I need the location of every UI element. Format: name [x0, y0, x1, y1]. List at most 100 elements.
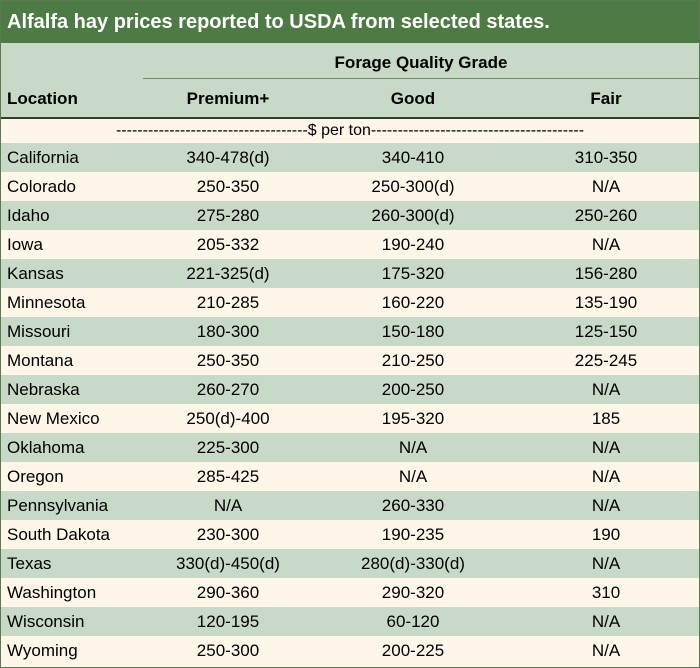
good-cell: 250-300(d): [371, 176, 455, 196]
fair-cell: N/A: [591, 176, 621, 196]
premium-cell: 250-300: [196, 640, 260, 660]
table-row: Pennsylvania N/A 260-330 N/A: [1, 491, 699, 520]
premium-cell: 230-300: [196, 524, 260, 544]
location-cell: Montana: [7, 350, 74, 370]
good-cell: 195-320: [381, 408, 445, 428]
table-row: Texas 330(d)-450(d) 280(d)-330(d) N/A: [1, 549, 699, 578]
good-cell: 200-250: [381, 379, 445, 399]
table-row: Colorado 250-350 250-300(d) N/A: [1, 172, 699, 201]
good-cell: 175-320: [381, 263, 445, 283]
good-cell: 160-220: [381, 292, 445, 312]
location-cell: Kansas: [7, 263, 64, 283]
header-bottom-rule: [1, 117, 699, 119]
premium-cell: 340-478(d): [186, 147, 270, 167]
forage-quality-grade-header: Forage Quality Grade: [334, 53, 508, 72]
good-column-header: Good: [390, 89, 436, 108]
location-cell: Texas: [7, 553, 52, 573]
table-row: Iowa 205-332 190-240 N/A: [1, 230, 699, 259]
location-cell: Oklahoma: [7, 437, 85, 457]
table-body: California 340-478(d) 340-410 310-350 Colora…: [1, 143, 699, 665]
table-row: Idaho 275-280 260-300(d) 250-260: [1, 201, 699, 230]
location-cell: Oregon: [7, 466, 64, 486]
premium-cell: 250-350: [196, 176, 260, 196]
good-cell: 150-180: [381, 321, 445, 341]
table-row: Wisconsin 120-195 60-120 N/A: [1, 607, 699, 636]
table-row: New Mexico 250(d)-400 195-320 185: [1, 404, 699, 433]
location-cell: South Dakota: [7, 524, 111, 544]
fair-cell: N/A: [591, 553, 621, 573]
fair-cell: N/A: [591, 466, 621, 486]
header-divider: [143, 78, 699, 79]
table-header: [1, 43, 699, 117]
fair-cell: 190: [591, 524, 621, 544]
premium-cell: 180-300: [196, 321, 260, 341]
table-row: Wyoming 250-300 200-225 N/A: [1, 636, 699, 665]
units-dashes-left: ------------------------------------: [115, 122, 308, 139]
table-row: Nebraska 260-270 200-250 N/A: [1, 375, 699, 404]
fair-cell: 250-260: [574, 205, 638, 225]
table-row: Oregon 285-425 N/A N/A: [1, 462, 699, 491]
fair-cell: 156-280: [574, 263, 638, 283]
table-row: South Dakota 230-300 190-235 190: [1, 520, 699, 549]
table-row: Montana 250-350 210-250 225-245: [1, 346, 699, 375]
location-cell: Pennsylvania: [7, 495, 109, 515]
table-row: Kansas 221-325(d) 175-320 156-280: [1, 259, 699, 288]
table-row: Washington 290-360 290-320 310: [1, 578, 699, 607]
fair-cell: N/A: [591, 640, 621, 660]
good-cell: 280(d)-330(d): [361, 553, 465, 573]
fair-cell: N/A: [591, 234, 621, 254]
good-cell: 260-300(d): [371, 205, 455, 225]
premium-cell: N/A: [213, 495, 243, 515]
units-dashes-right: ----------------------------------------: [370, 122, 585, 139]
table-row: Missouri 180-300 150-180 125-150: [1, 317, 699, 346]
fair-column-header: Fair: [590, 89, 622, 108]
table-row: California 340-478(d) 340-410 310-350: [1, 143, 699, 172]
fair-cell: 310: [591, 582, 621, 602]
premium-cell: 250(d)-400: [186, 408, 270, 428]
fair-cell: 185: [591, 408, 621, 428]
table-title: Alfalfa hay prices reported to USDA from…: [1, 1, 699, 43]
good-cell: N/A: [398, 437, 428, 457]
good-cell: N/A: [398, 466, 428, 486]
location-cell: Colorado: [7, 176, 76, 196]
fair-cell: 135-190: [574, 292, 638, 312]
location-cell: Nebraska: [7, 379, 80, 399]
location-cell: Idaho: [7, 205, 50, 225]
good-cell: 60-120: [386, 611, 440, 631]
good-cell: 190-235: [381, 524, 445, 544]
table-row: Oklahoma 225-300 N/A N/A: [1, 433, 699, 462]
fair-cell: N/A: [591, 611, 621, 631]
premium-cell: 275-280: [196, 205, 260, 225]
premium-cell: 205-332: [196, 234, 260, 254]
premium-cell: 250-350: [196, 350, 260, 370]
good-cell: 190-240: [381, 234, 445, 254]
premium-cell: 260-270: [196, 379, 260, 399]
good-cell: 290-320: [381, 582, 445, 602]
good-cell: 340-410: [381, 147, 445, 167]
fair-cell: 310-350: [574, 147, 638, 167]
location-cell: California: [7, 147, 79, 167]
premium-cell: 290-360: [196, 582, 260, 602]
premium-cell: 225-300: [196, 437, 260, 457]
location-cell: Wyoming: [7, 640, 78, 660]
table-row: Minnesota 210-285 160-220 135-190: [1, 288, 699, 317]
premium-column-header: Premium+: [186, 89, 270, 108]
good-cell: 210-250: [381, 350, 445, 370]
fair-cell: N/A: [591, 437, 621, 457]
premium-cell: 285-425: [196, 466, 260, 486]
location-cell: Wisconsin: [7, 611, 85, 631]
fair-cell: 225-245: [574, 350, 638, 370]
premium-cell: 120-195: [196, 611, 260, 631]
good-cell: 260-330: [381, 495, 445, 515]
location-cell: New Mexico: [7, 408, 100, 428]
premium-cell: 210-285: [196, 292, 260, 312]
fair-cell: N/A: [591, 379, 621, 399]
good-cell: 200-225: [381, 640, 445, 660]
location-column-header: Location: [7, 89, 78, 108]
fair-cell: N/A: [591, 495, 621, 515]
units-label: $ per ton: [307, 122, 371, 139]
premium-cell: 330(d)-450(d): [176, 553, 280, 573]
premium-cell: 221-325(d): [186, 263, 270, 283]
location-cell: Missouri: [7, 321, 71, 341]
